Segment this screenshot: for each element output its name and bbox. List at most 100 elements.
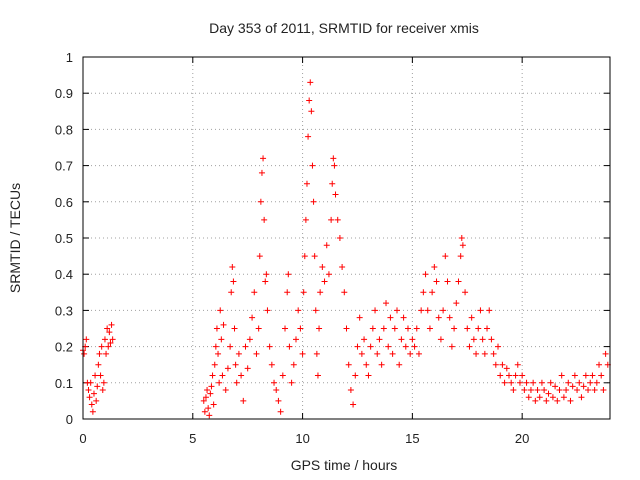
data-point bbox=[264, 307, 271, 314]
data-point bbox=[101, 336, 108, 343]
data-point bbox=[440, 307, 447, 314]
data-point bbox=[558, 372, 565, 379]
data-point bbox=[261, 216, 268, 223]
data-point bbox=[409, 336, 416, 343]
data-point bbox=[442, 253, 449, 260]
data-point bbox=[329, 180, 336, 187]
data-point bbox=[475, 325, 482, 332]
data-point bbox=[303, 180, 310, 187]
data-point bbox=[547, 379, 554, 386]
x-tick-label: 20 bbox=[515, 431, 529, 446]
data-point bbox=[99, 387, 106, 394]
data-point bbox=[106, 329, 113, 336]
data-point bbox=[424, 307, 431, 314]
data-point bbox=[228, 289, 235, 296]
data-point bbox=[206, 412, 213, 419]
data-point bbox=[229, 263, 236, 270]
data-point bbox=[334, 216, 341, 223]
data-point bbox=[596, 361, 603, 368]
data-point bbox=[288, 379, 295, 386]
data-point bbox=[462, 289, 469, 296]
data-point bbox=[105, 343, 112, 350]
y-axis-label: SRMTID / TECUs bbox=[7, 183, 23, 293]
data-point bbox=[282, 325, 289, 332]
data-point bbox=[516, 379, 523, 386]
data-point bbox=[306, 97, 313, 104]
data-point bbox=[593, 379, 600, 386]
data-point bbox=[343, 325, 350, 332]
data-point bbox=[492, 361, 499, 368]
data-point bbox=[263, 271, 270, 278]
data-point bbox=[312, 307, 319, 314]
data-point bbox=[510, 387, 517, 394]
data-point bbox=[317, 289, 324, 296]
data-point bbox=[437, 336, 444, 343]
data-point bbox=[262, 278, 269, 285]
data-point bbox=[85, 387, 92, 394]
data-point bbox=[292, 336, 299, 343]
data-point bbox=[256, 253, 263, 260]
data-point bbox=[81, 350, 88, 357]
data-point bbox=[104, 325, 111, 332]
data-point bbox=[418, 307, 425, 314]
data-point bbox=[216, 379, 223, 386]
data-point bbox=[224, 365, 231, 372]
y-tick-label: 0.2 bbox=[55, 340, 73, 355]
data-point bbox=[92, 372, 99, 379]
data-point bbox=[108, 321, 115, 328]
data-point bbox=[389, 350, 396, 357]
data-point bbox=[466, 343, 473, 350]
data-point bbox=[98, 343, 105, 350]
data-point bbox=[83, 336, 90, 343]
data-point bbox=[457, 253, 464, 260]
data-point bbox=[490, 350, 497, 357]
data-point bbox=[505, 372, 512, 379]
data-point bbox=[464, 325, 471, 332]
data-point bbox=[508, 379, 515, 386]
data-point bbox=[253, 350, 260, 357]
data-point bbox=[580, 383, 587, 390]
x-tick-label: 5 bbox=[189, 431, 196, 446]
y-tick-label: 0.7 bbox=[55, 159, 73, 174]
data-point bbox=[285, 271, 292, 278]
data-point bbox=[565, 379, 572, 386]
x-tick-labels: 0 5 10 15 20 bbox=[79, 431, 529, 446]
data-point bbox=[96, 350, 103, 357]
data-point bbox=[503, 365, 510, 372]
data-point bbox=[314, 372, 321, 379]
data-point bbox=[380, 325, 387, 332]
data-point bbox=[231, 325, 238, 332]
data-point bbox=[589, 372, 596, 379]
data-point bbox=[100, 379, 107, 386]
data-point bbox=[598, 372, 605, 379]
data-point bbox=[209, 372, 216, 379]
data-point bbox=[255, 325, 262, 332]
data-point bbox=[339, 263, 346, 270]
data-point bbox=[435, 314, 442, 321]
data-point bbox=[459, 242, 466, 249]
data-point bbox=[319, 263, 326, 270]
data-point bbox=[219, 372, 226, 379]
data-point bbox=[481, 350, 488, 357]
data-point bbox=[473, 350, 480, 357]
data-point bbox=[541, 387, 548, 394]
data-point bbox=[300, 289, 307, 296]
data-point bbox=[429, 289, 436, 296]
y-tick-label: 0.4 bbox=[55, 267, 73, 282]
data-point bbox=[468, 314, 475, 321]
plot-frame bbox=[82, 56, 611, 420]
data-point bbox=[387, 314, 394, 321]
data-point bbox=[477, 307, 484, 314]
data-point bbox=[238, 372, 245, 379]
data-point bbox=[538, 379, 545, 386]
data-point bbox=[200, 397, 207, 404]
data-series-srmtid bbox=[80, 79, 611, 419]
data-point bbox=[208, 383, 215, 390]
data-point bbox=[350, 401, 357, 408]
data-point bbox=[488, 336, 495, 343]
data-point bbox=[347, 387, 354, 394]
y-tick-label: 0.5 bbox=[55, 231, 73, 246]
data-point bbox=[354, 343, 361, 350]
data-point bbox=[95, 361, 102, 368]
